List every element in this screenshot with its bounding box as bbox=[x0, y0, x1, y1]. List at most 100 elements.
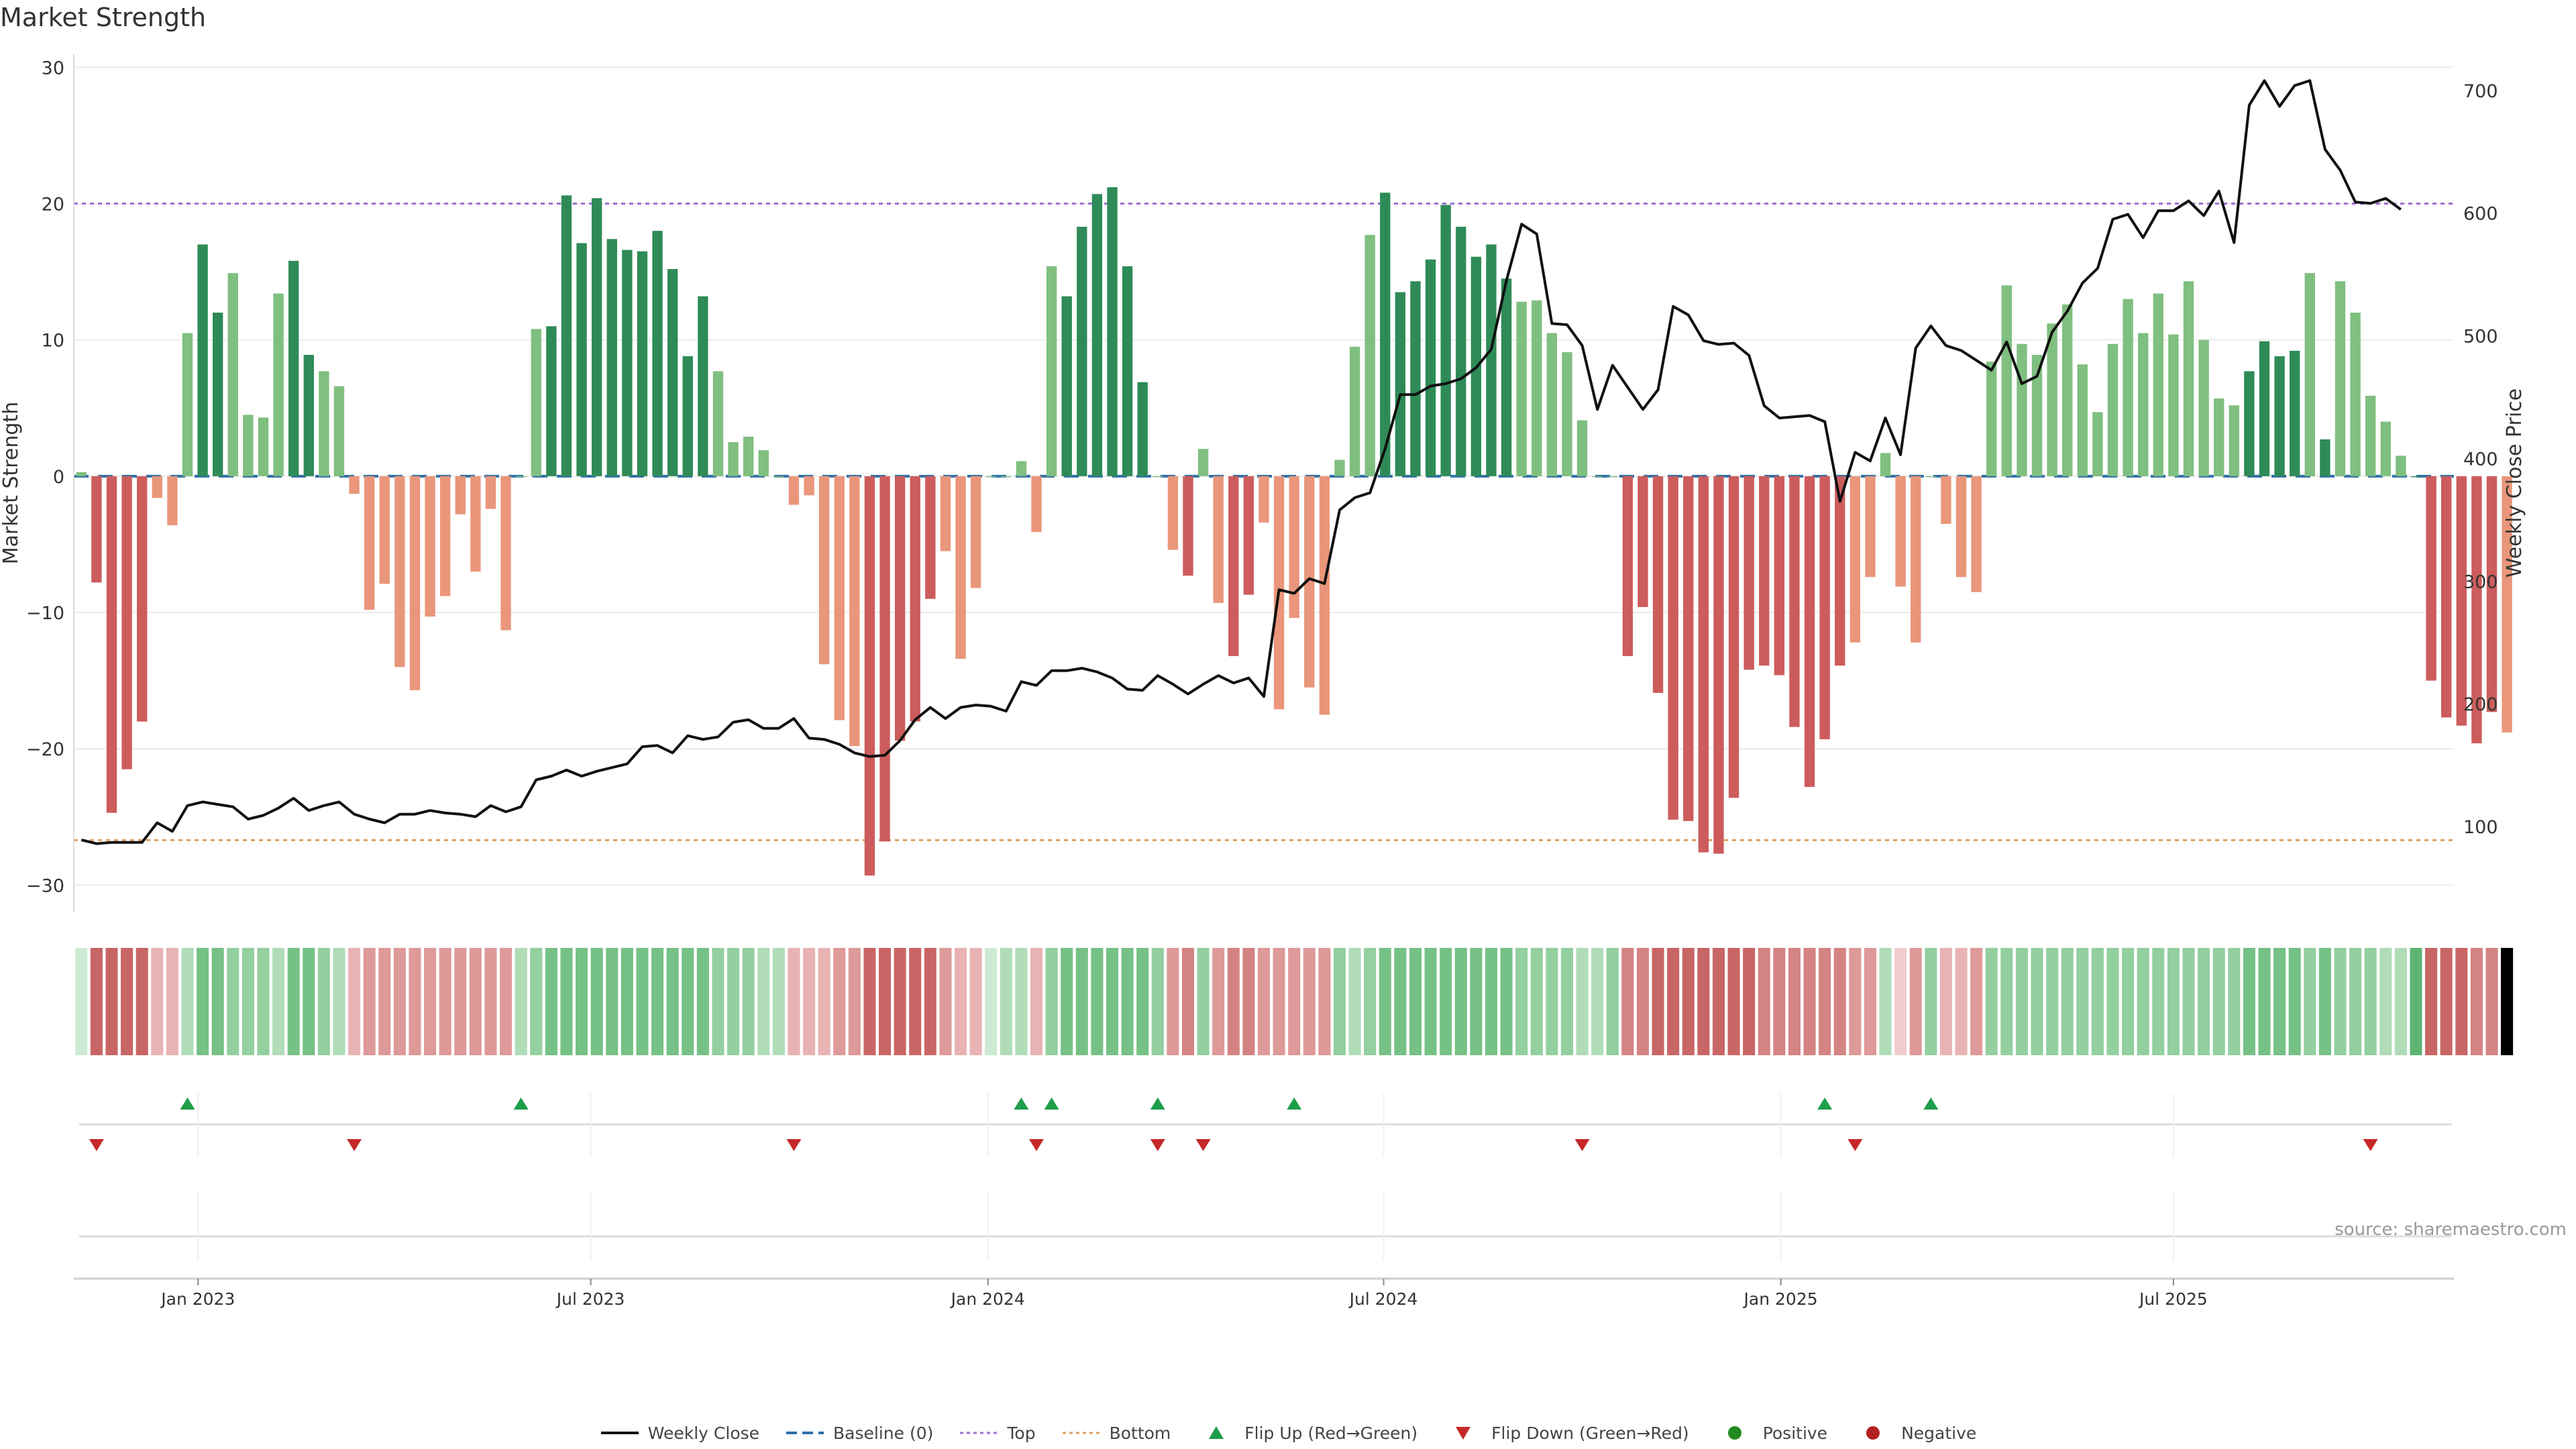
strength-bar bbox=[243, 415, 254, 476]
strength-strip-cell bbox=[878, 948, 892, 1055]
legend-label: Bottom bbox=[1109, 1423, 1171, 1443]
legend-label: Flip Down (Green→Red) bbox=[1491, 1423, 1689, 1443]
strength-bar bbox=[1941, 476, 1951, 524]
strength-bar bbox=[804, 476, 814, 496]
strength-bar bbox=[1819, 476, 1830, 739]
strength-strip-cell bbox=[1530, 948, 1543, 1055]
strength-bar bbox=[2426, 476, 2436, 681]
strength-strip-cell bbox=[802, 948, 816, 1055]
strength-bar bbox=[1046, 266, 1057, 476]
strength-bar bbox=[258, 417, 269, 476]
strength-strip-cell bbox=[2425, 948, 2438, 1055]
negative-legend-icon bbox=[1866, 1426, 1880, 1440]
strength-strip-cell bbox=[303, 948, 315, 1055]
flip-down-marker bbox=[1150, 1139, 1165, 1151]
strength-bar bbox=[1440, 205, 1451, 476]
strength-strip-cell bbox=[924, 948, 936, 1055]
strength-strip-cell bbox=[2485, 948, 2498, 1055]
strength-strip-cell bbox=[2334, 948, 2347, 1055]
chart-title: Market Strength bbox=[0, 3, 207, 32]
strength-bar bbox=[1759, 476, 1770, 666]
strength-bar bbox=[76, 472, 87, 476]
strength-bar bbox=[894, 476, 906, 741]
strength-bar bbox=[2183, 281, 2194, 476]
strength-bars bbox=[76, 187, 2512, 876]
flip-markers bbox=[79, 1093, 2452, 1261]
strength-strip-cell bbox=[2106, 948, 2119, 1055]
strength-strip-cell bbox=[545, 948, 557, 1055]
strength-strip-cell bbox=[1925, 948, 1937, 1055]
strength-bar bbox=[379, 476, 390, 584]
strength-strip-cell bbox=[696, 948, 709, 1055]
strength-strip-cell bbox=[1000, 948, 1012, 1055]
flip-up-marker bbox=[1287, 1097, 1302, 1110]
strength-bar bbox=[213, 313, 223, 476]
strength-bar bbox=[925, 476, 936, 599]
strength-strip-cell bbox=[939, 948, 952, 1055]
strength-bar bbox=[849, 476, 860, 747]
strength-strip-cell bbox=[954, 948, 967, 1055]
strength-strip-cell bbox=[1015, 948, 1028, 1055]
strength-strip-cell bbox=[181, 948, 194, 1055]
strength-strip-cell bbox=[2410, 948, 2422, 1055]
strength-bar bbox=[1835, 476, 1845, 666]
strength-strip-cell bbox=[105, 948, 118, 1055]
strength-bar bbox=[303, 355, 314, 476]
strength-bar bbox=[364, 476, 375, 610]
strength-bar bbox=[1183, 476, 1193, 576]
strength-strip-cell bbox=[1242, 948, 1255, 1055]
strength-bar bbox=[182, 333, 193, 476]
strength-bar bbox=[788, 476, 800, 505]
strength-bar bbox=[2396, 455, 2406, 476]
flip-up-marker bbox=[513, 1097, 529, 1110]
legend-item-negative: Negative bbox=[1853, 1424, 1976, 1443]
strength-bar bbox=[1077, 227, 1087, 476]
strength-bar bbox=[1031, 476, 1042, 533]
flip-up-marker bbox=[1923, 1097, 1939, 1110]
y-tick-label: 10 bbox=[42, 331, 64, 352]
positive-legend-icon bbox=[1727, 1426, 1741, 1440]
chart-legend: Weekly Close Baseline (0) Top Bottom Flip Up… bbox=[0, 1421, 2576, 1445]
strength-bar bbox=[879, 476, 890, 842]
strength-bar bbox=[2198, 339, 2209, 476]
strength-strip-cell bbox=[439, 948, 451, 1055]
strength-strip-cell bbox=[1682, 948, 1695, 1055]
strength-bar bbox=[1425, 259, 1436, 476]
y2-tick-label: 200 bbox=[2463, 694, 2498, 715]
strength-bar bbox=[1516, 301, 1527, 476]
strength-strip-cell bbox=[2318, 948, 2331, 1055]
strength-strip-cell bbox=[2440, 948, 2453, 1055]
strength-bar bbox=[2320, 439, 2330, 476]
strength-bar bbox=[137, 476, 148, 722]
strength-bar bbox=[106, 476, 117, 813]
strength-strip-cell bbox=[409, 948, 421, 1055]
strength-bar bbox=[531, 329, 541, 476]
legend-item-baseline: Baseline (0) bbox=[785, 1424, 933, 1443]
y2-tick-label: 700 bbox=[2463, 81, 2498, 102]
strength-bar bbox=[1243, 476, 1254, 595]
strength-strip-cell bbox=[1939, 948, 1952, 1055]
strength-strip-cell bbox=[151, 948, 164, 1055]
strength-strip-cell bbox=[1106, 948, 1119, 1055]
strength-bar bbox=[394, 476, 405, 667]
strength-bar bbox=[1546, 333, 1558, 476]
strength-bar bbox=[1532, 300, 1542, 476]
strength-bar bbox=[1789, 476, 1800, 727]
strength-strip-cell bbox=[1424, 948, 1437, 1055]
strength-strip-cell bbox=[1985, 948, 1998, 1055]
y2-tick-label: 600 bbox=[2463, 204, 2498, 225]
strength-bar bbox=[455, 476, 466, 515]
y-tick-label: 0 bbox=[53, 467, 64, 488]
strength-strip-cell bbox=[1758, 948, 1770, 1055]
strength-bar bbox=[2107, 343, 2118, 476]
strength-strip-cell bbox=[1955, 948, 1968, 1055]
flip-down-marker bbox=[89, 1139, 104, 1151]
strength-strip-cell bbox=[1864, 948, 1876, 1055]
flip-up-marker bbox=[1044, 1097, 1059, 1110]
strength-strip-cell bbox=[500, 948, 513, 1055]
strength-strip-cell bbox=[197, 948, 209, 1055]
strength-strip-cell bbox=[90, 948, 103, 1055]
strength-bar bbox=[1137, 382, 1148, 476]
strength-strip-cell bbox=[227, 948, 239, 1055]
